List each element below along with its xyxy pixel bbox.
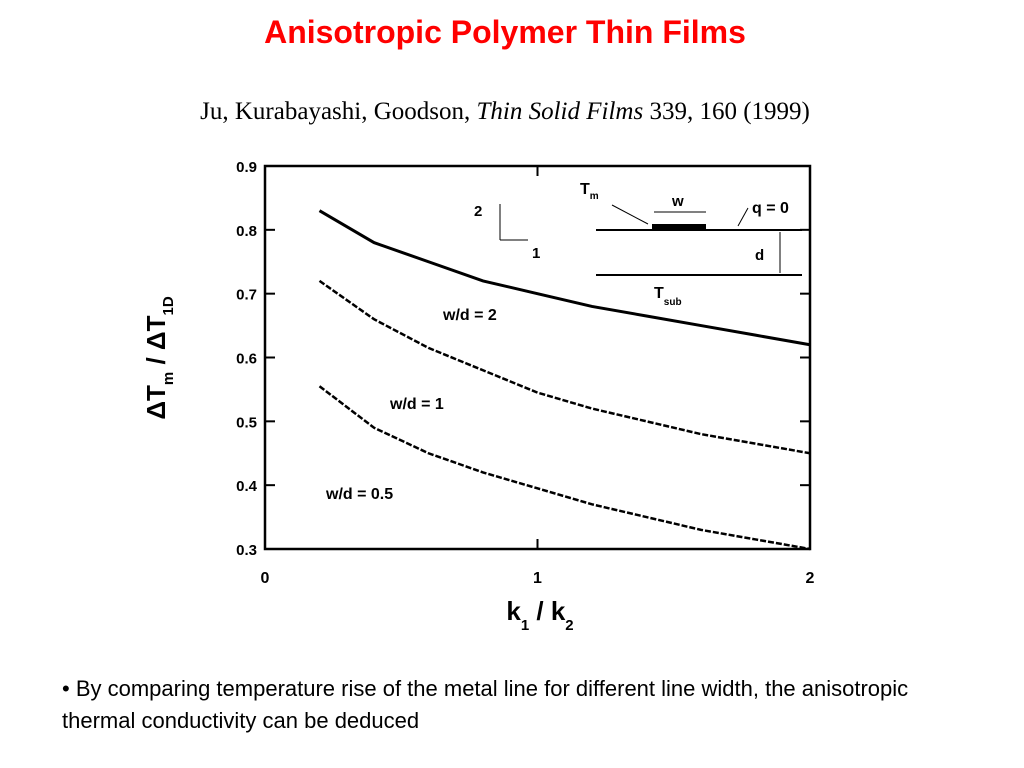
y-tick-label: 0.6 [236, 351, 257, 368]
inset-label: 1 [532, 245, 540, 262]
x-label-sub: 2 [565, 617, 573, 634]
inset-arrow [737, 207, 749, 227]
y-tick-label: 0.3 [236, 542, 257, 559]
x-tick-label: 2 [806, 570, 815, 587]
inset-label: Tsub [654, 285, 682, 308]
series-line [318, 209, 811, 347]
inset-label: 2 [474, 203, 482, 220]
y-tick-label: 0.4 [236, 478, 258, 495]
inset-label: d [755, 247, 764, 264]
citation-journal: Thin Solid Films [476, 98, 644, 125]
inset-sub: sub [664, 297, 682, 308]
y-axis-label: ΔTm / ΔT1D [141, 296, 177, 420]
x-label-part: k [506, 596, 521, 626]
citation: Ju, Kurabayashi, Goodson, Thin Solid Fil… [0, 98, 1010, 126]
series-label: w/d = 1 [389, 396, 444, 413]
y-tick-label: 0.7 [236, 287, 257, 304]
inset-sub: m [590, 191, 599, 202]
metal-line [652, 224, 706, 230]
slide-title: Anisotropic Polymer Thin Films [264, 14, 746, 50]
y-tick-label: 0.8 [236, 223, 257, 240]
series-label: w/d = 2 [442, 307, 497, 324]
series-line [318, 385, 811, 551]
x-label-part: / k [529, 596, 566, 626]
y-tick-label: 0.9 [236, 159, 257, 176]
x-tick-label: 1 [533, 570, 542, 587]
inset-label: T [654, 285, 664, 302]
x-axis-label: k1 / k2 [506, 596, 573, 634]
y-label-sub: 1D [160, 296, 177, 315]
y-label-sub: m [160, 372, 177, 385]
x-label-sub: 1 [521, 617, 529, 634]
y-tick-label: 0.5 [236, 414, 257, 431]
inset-label: T [580, 181, 590, 198]
inset-label: Tm [580, 181, 599, 202]
x-tick-label: 0 [261, 570, 270, 587]
chart: ΔTm / ΔT1D k1 / k2 w/d = 2 w/d = 1 w/d =… [141, 159, 815, 634]
series-line [318, 279, 811, 455]
citation-authors: Ju, Kurabayashi, Goodson, [200, 98, 471, 125]
series-label: w/d = 0.5 [325, 486, 393, 503]
bullet-text: • By comparing temperature rise of the m… [62, 676, 909, 733]
y-label-part: ΔT [141, 385, 171, 420]
inset-label: w [671, 193, 684, 210]
inset-arrow [611, 204, 649, 225]
inset-diagram: Tm w q = 0 d Tsub 2 1 [474, 181, 802, 308]
y-label-part: / ΔT [141, 315, 171, 371]
inset-label: q = 0 [752, 200, 789, 217]
citation-ref: 339, 160 (1999) [649, 98, 810, 125]
